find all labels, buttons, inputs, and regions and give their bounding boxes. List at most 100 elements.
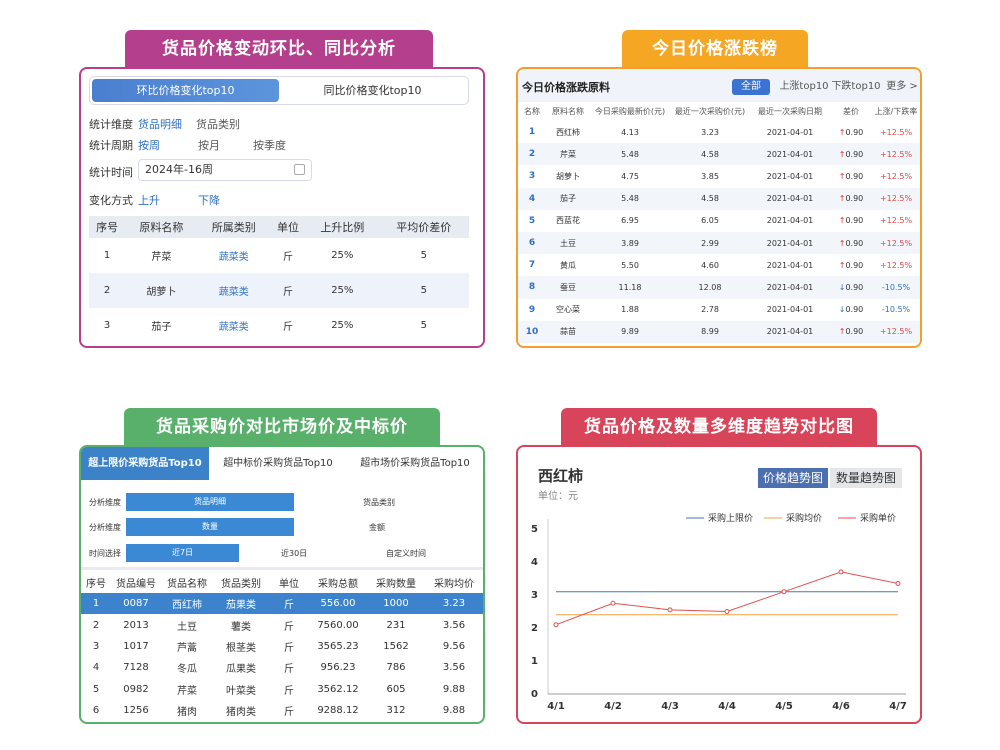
cell: 1 (103, 250, 111, 261)
table-row[interactable]: 10 蒜苗 9.89 8.99 2021-04-01 ↑0.90 +12.5% (518, 320, 920, 343)
p3-col-header: 货品类别 (221, 578, 261, 590)
trend-chart-panel: 西红柿 单位：元 价格趋势图 数量趋势图 0 1 2 3 4 5 4/1 4/2 4/3 4/4 4… (516, 445, 922, 724)
data-point (610, 600, 616, 606)
cell: 1 (81, 593, 111, 615)
p3-time-option-30d[interactable]: 近30日 (281, 549, 308, 558)
change-option-up[interactable]: 上升 (138, 194, 160, 207)
cell: 3562.12 (317, 683, 359, 695)
cell: 2021-04-01 (750, 320, 830, 343)
cell: +12.5% (872, 143, 920, 166)
p3-metric-option-qty[interactable]: 数量 (126, 518, 294, 536)
cell: 9.88 (442, 683, 466, 695)
p1-col-header: 原料名称 (125, 216, 198, 238)
tab-yoy-top10[interactable]: 同比价格变化top10 (323, 84, 422, 97)
tab-mom-top10[interactable]: 环比价格变化top10 (92, 79, 279, 102)
table-row[interactable]: 7 黄瓜 5.50 4.60 2021-04-01 ↑0.90 +12.5% (518, 254, 920, 276)
table-row[interactable]: 3 1017 芦蒿 根茎类 斤 3565.23 1562 9.56 (81, 636, 483, 657)
table-row[interactable]: 2 芹菜 5.48 4.58 2021-04-01 ↑0.90 +12.5% (518, 143, 920, 166)
table-row[interactable]: 1 芹菜 蔬菜类 斤 25% 5 (89, 238, 469, 273)
p3-dim-option-detail[interactable]: 货品明细 (126, 493, 294, 511)
tab-over-limit-top10[interactable]: 超上限价采购货品Top10 (81, 447, 209, 480)
period-option-month[interactable]: 按月 (198, 139, 220, 152)
table-row[interactable]: 6 1256 猪肉 猪肉类 斤 9288.12 312 9.88 (81, 700, 483, 721)
filter-all[interactable]: 全部 (732, 79, 770, 95)
y-tick-label: 1 (531, 656, 538, 667)
tab-over-bid-top10[interactable]: 超中标价采购货品Top10 (223, 458, 333, 469)
cell: 1562 (383, 640, 409, 652)
price-ranking-panel: 今日价格涨跌原料 全部 上涨top10 下跌top10 更多 > 名称 原料名称… (516, 67, 922, 348)
diff-value: 0.90 (845, 327, 864, 337)
cell: 2021-04-01 (766, 260, 814, 270)
p2-table: 名称 原料名称 今日采购最新价(元) 最近一次采购价(元) 最近一次采购日期 差… (518, 102, 920, 343)
cell: 6.05 (701, 216, 719, 226)
change-option-down[interactable]: 下降 (198, 194, 220, 207)
table-row[interactable]: 3 茄子 蔬菜类 斤 25% 5 (89, 308, 469, 343)
p2-col-header: 名称 (524, 107, 540, 116)
table-row[interactable]: 1 0087 西红柿 茄果类斤 556.00 1000 3.23 (81, 593, 483, 615)
cell: ↑0.90 (830, 231, 872, 255)
table-row[interactable]: 9 空心菜 1.88 2.78 2021-04-01 ↓0.90 -10.5% (518, 299, 920, 321)
cell: ↑0.90 (830, 165, 872, 187)
table-row[interactable]: 8 蚕豆 11.18 12.08 2021-04-01 ↓0.90 -10.5% (518, 276, 920, 299)
tab-price-trend[interactable]: 价格趋势图 (758, 468, 828, 488)
arrow-up-icon: ↑ (838, 238, 846, 248)
tab-quantity-trend[interactable]: 数量趋势图 (830, 468, 902, 488)
arrow-up-icon: ↑ (838, 327, 846, 337)
cell: 茄果类 (213, 593, 269, 615)
p3-metric-option-amount[interactable]: 金额 (369, 523, 385, 532)
cell: 3.23 (425, 593, 483, 615)
p2-col-header: 最近一次采购价(元) (674, 107, 746, 116)
table-row[interactable]: 4 7128 冬瓜 瓜果类 斤 956.23 786 3.56 (81, 657, 483, 678)
cell: 斤 (283, 252, 294, 263)
table-row[interactable]: 4 茄子 5.48 4.58 2021-04-01 ↑0.90 +12.5% (518, 187, 920, 210)
unit-label: 单位：元 (538, 491, 578, 502)
cell: 25% (331, 320, 354, 331)
more-link[interactable]: 更多 > (886, 81, 918, 92)
table-row[interactable]: 6 土豆 3.89 2.99 2021-04-01 ↑0.90 +12.5% (518, 231, 920, 255)
table-row[interactable]: 1 西红柿 4.13 3.23 2021-04-01 ↑0.90 +12.5% (518, 121, 920, 143)
cell: 5 (378, 273, 469, 308)
week-date-picker[interactable]: 2024年-16周 (138, 159, 312, 181)
cell: 茄子 (546, 187, 590, 210)
cell: 4.58 (670, 143, 750, 166)
p3-col-header: 单位 (279, 578, 299, 590)
cell: 西红柿 (161, 593, 213, 615)
cell: 蔬菜类 (218, 322, 249, 333)
table-row[interactable]: 2 2013 土豆 薯类 斤 7560.00 231 3.56 (81, 614, 483, 635)
y-tick-label: 3 (531, 590, 538, 601)
table-row[interactable]: 3 胡萝卜 4.75 3.85 2021-04-01 ↑0.90 +12.5% (518, 165, 920, 187)
cell: 5 (92, 683, 100, 695)
diff-value: 0.90 (845, 171, 864, 181)
x-tick-label: 4/7 (889, 701, 907, 712)
panel2-title: 今日价格涨跌榜 (622, 30, 808, 68)
dimension-option-category[interactable]: 货品类别 (196, 118, 240, 131)
p3-dim-option-category[interactable]: 货品类别 (363, 498, 395, 507)
filter-rise-top10[interactable]: 上涨top10 (779, 81, 829, 92)
dimension-option-detail[interactable]: 货品明细 (138, 118, 182, 131)
cell: +12.5% (879, 216, 913, 226)
arrow-down-icon: ↓ (838, 282, 846, 292)
cell: 4.60 (701, 260, 719, 270)
table-row[interactable]: 5 西蓝花 6.95 6.05 2021-04-01 ↑0.90 +12.5% (518, 210, 920, 232)
cell: 9288.12 (317, 705, 359, 717)
x-tick-label: 4/4 (718, 701, 736, 712)
x-tick-label: 4/1 (547, 701, 565, 712)
filter-fall-top10[interactable]: 下跌top10 (831, 81, 881, 92)
cell: ↑0.90 (830, 254, 872, 276)
table-row[interactable]: 5 0982 芹菜 叶菜类 斤 3562.12 605 9.88 (81, 679, 483, 700)
tab-over-market-top10[interactable]: 超市场价采购货品Top10 (360, 458, 470, 469)
p1-col-header: 单位 (269, 216, 307, 238)
p3-time-option-7d[interactable]: 近7日 (126, 544, 239, 562)
p2-col-header: 今日采购最新价(元) (594, 107, 666, 116)
p2-col-header: 差价 (843, 107, 859, 116)
p3-time-option-custom[interactable]: 自定义时间 (386, 549, 426, 558)
cell: 5.50 (621, 260, 639, 270)
cell: 8 (518, 276, 546, 299)
diff-value: 0.90 (845, 194, 864, 204)
cell: 斤 (284, 707, 294, 719)
table-row[interactable]: 2 胡萝卜 蔬菜类 斤 25% 5 (89, 273, 469, 308)
period-option-quarter[interactable]: 按季度 (253, 139, 286, 152)
cell: 3565.23 (317, 640, 359, 652)
cell: 3 (92, 640, 100, 652)
period-option-week[interactable]: 按周 (138, 139, 160, 152)
